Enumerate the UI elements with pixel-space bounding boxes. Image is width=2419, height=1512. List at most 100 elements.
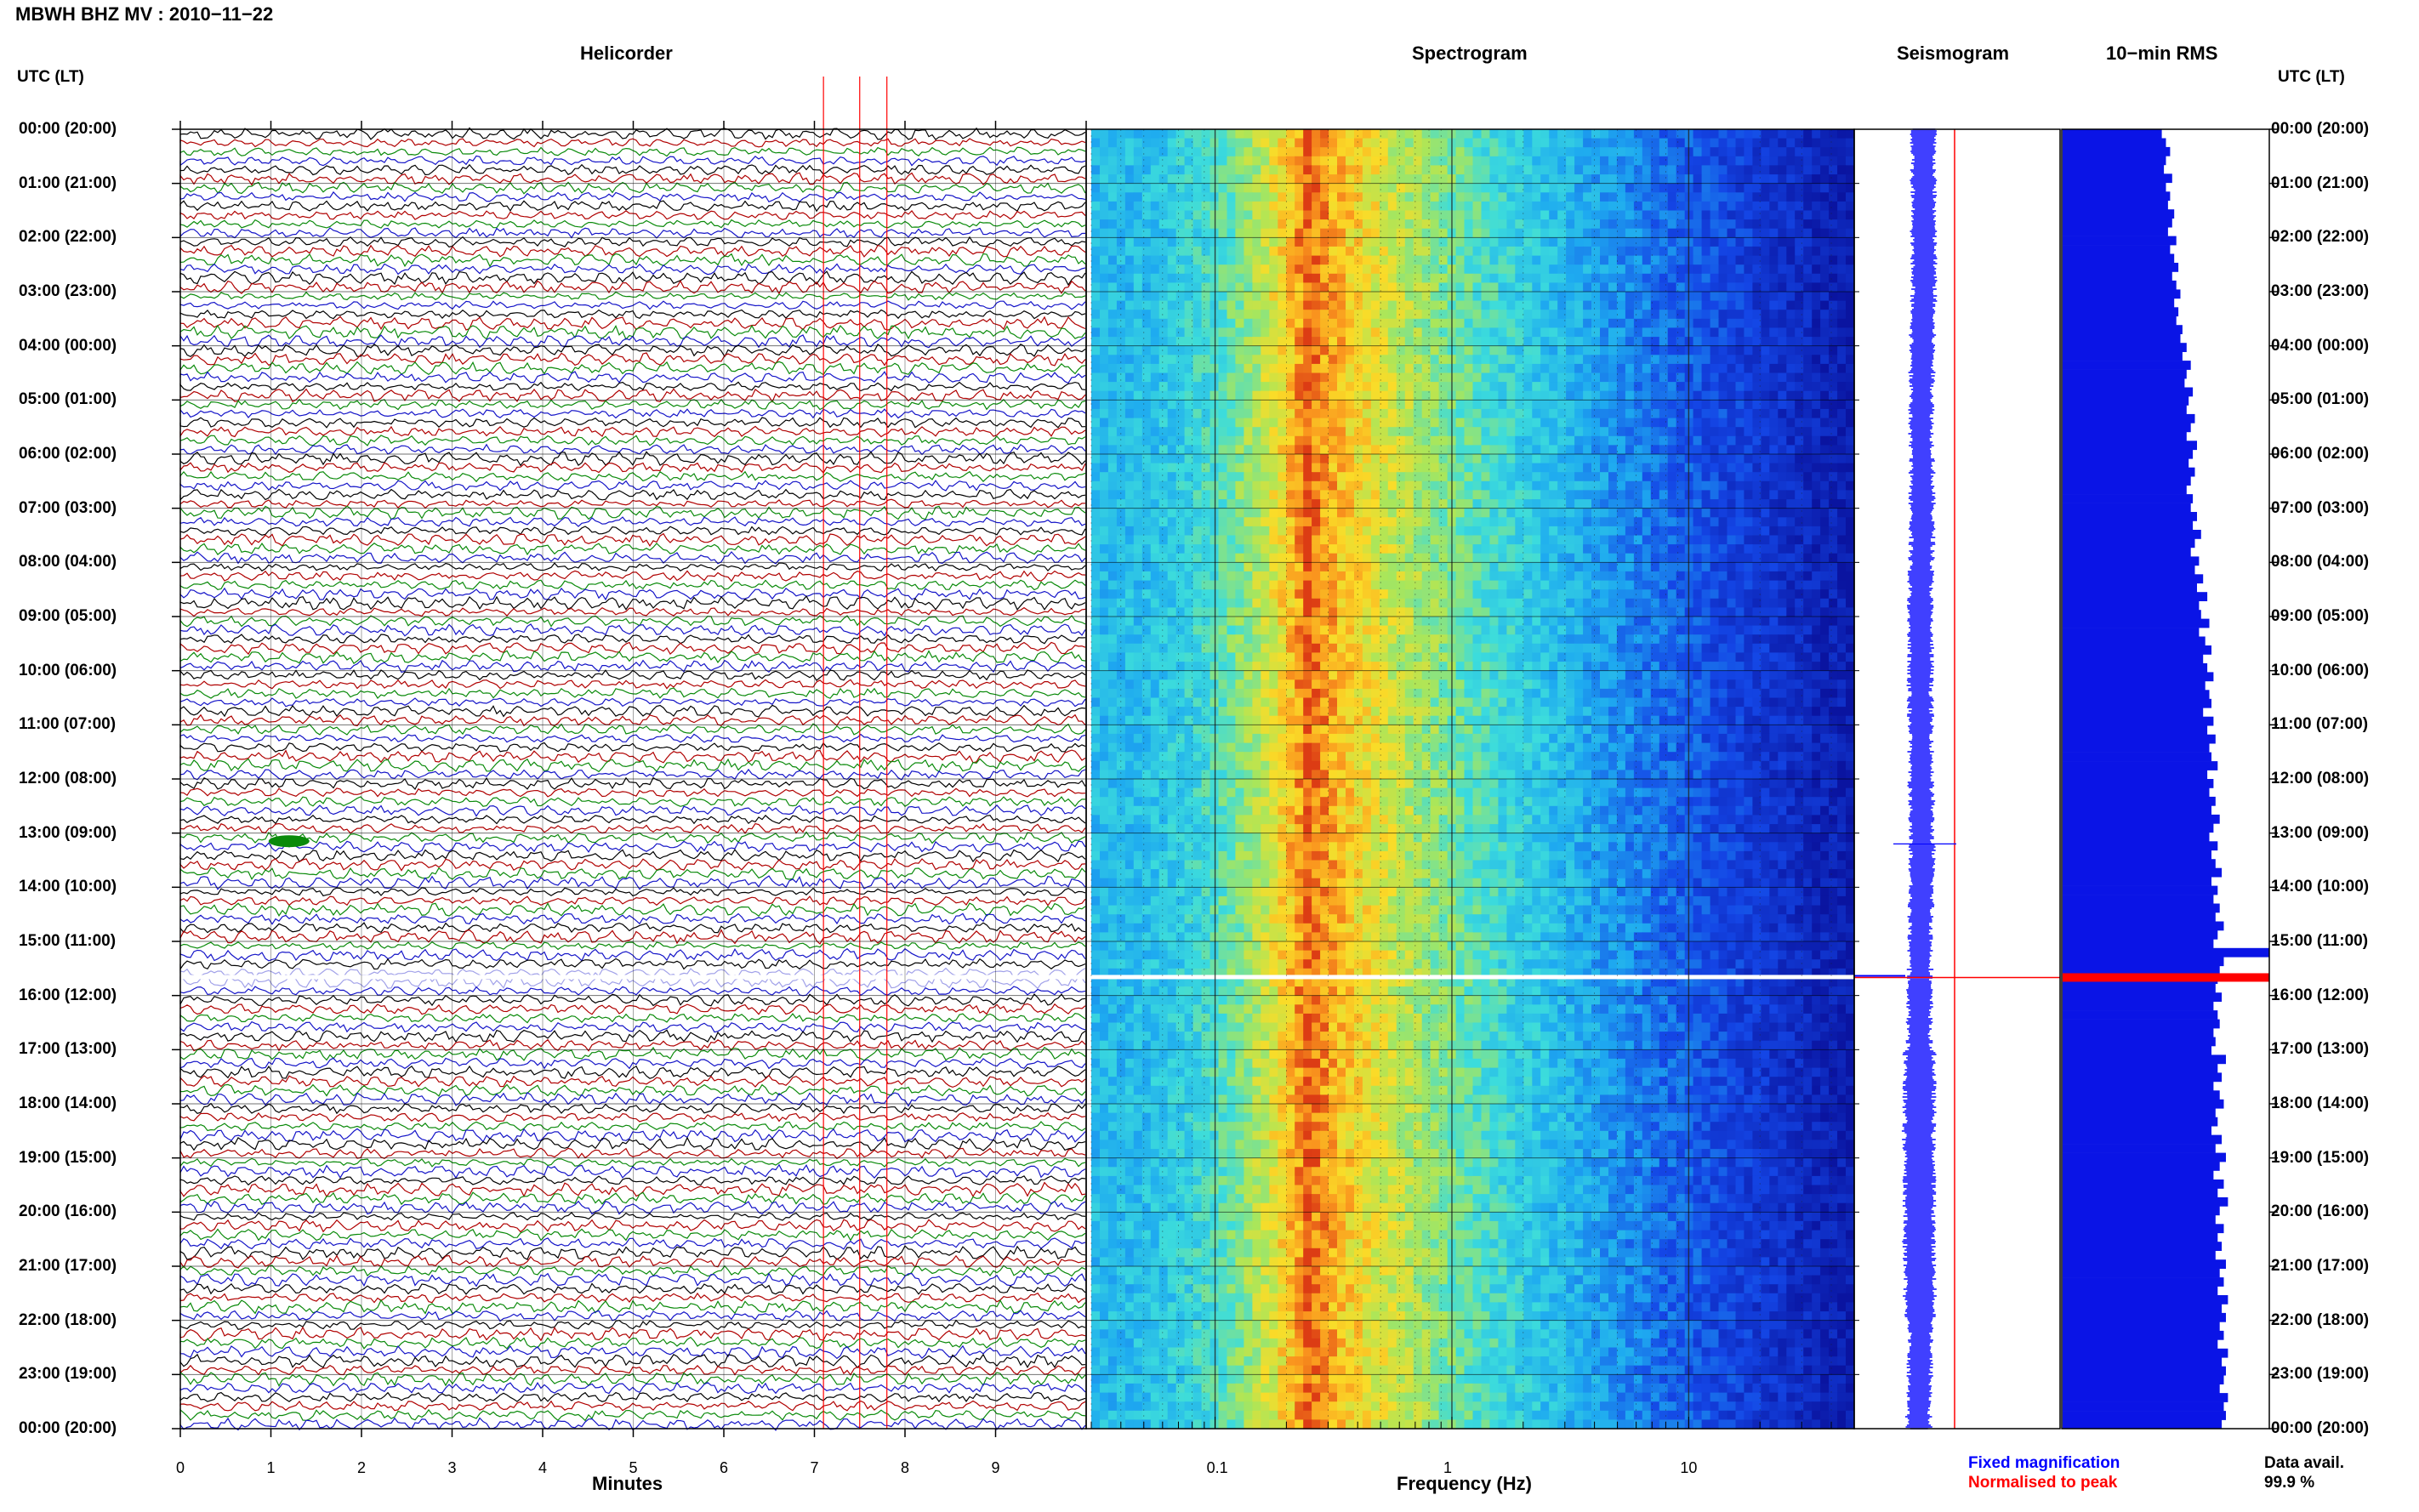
spectrogram-cell	[1261, 355, 1270, 365]
spectrogram-cell	[1150, 480, 1160, 491]
spectrogram-cell	[1786, 553, 1796, 563]
spectrogram-cell	[1727, 418, 1737, 428]
spectrogram-cell	[1396, 490, 1406, 500]
spectrogram-cell	[1354, 517, 1363, 527]
spectrogram-cell	[1464, 138, 1474, 148]
spectrogram-cell	[1744, 363, 1753, 374]
spectrogram-cell	[1625, 562, 1635, 572]
spectrogram-cell	[1693, 183, 1703, 193]
spectrogram-cell	[1227, 147, 1237, 157]
spectrogram-cell	[1252, 382, 1261, 392]
spectrogram-cell	[1278, 337, 1287, 347]
spectrogram-cell	[1515, 292, 1524, 302]
spectrogram-cell	[1549, 147, 1558, 157]
spectrogram-cell	[1710, 219, 1720, 230]
spectrogram-cell	[1515, 589, 1524, 600]
spectrogram-cell	[1303, 571, 1312, 582]
spectrogram-cell	[1244, 508, 1253, 518]
spectrogram-cell	[1227, 418, 1237, 428]
spectrogram-cell	[1337, 598, 1346, 608]
spectrogram-cell	[1244, 129, 1253, 139]
spectrogram-cell	[1591, 571, 1601, 582]
spectrogram-cell	[1218, 147, 1228, 157]
spectrogram-cell	[1600, 499, 1609, 509]
spectrogram-cell	[1566, 526, 1575, 537]
helicorder-trace	[179, 1353, 1086, 1369]
spectrogram-cell	[1540, 282, 1550, 293]
spectrogram-cell	[1303, 598, 1312, 608]
spectrogram-cell	[1116, 571, 1126, 582]
spectrogram-panel	[1090, 129, 1855, 1430]
spectrogram-cell	[1557, 553, 1567, 563]
spectrogram-cell	[1100, 382, 1109, 392]
spectrogram-cell	[1175, 165, 1186, 175]
spectrogram-cell	[1413, 463, 1423, 473]
spectrogram-cell	[1710, 562, 1720, 572]
spectrogram-cell	[1100, 246, 1109, 257]
spectrogram-cell	[1616, 201, 1626, 212]
spectrogram-cell	[1616, 246, 1626, 257]
spectrogram-cell	[1133, 210, 1143, 220]
spectrogram-cell	[1769, 292, 1779, 302]
spectrogram-cell	[1574, 463, 1584, 473]
spectrogram-cell	[1532, 499, 1541, 509]
spectrogram-cell	[1320, 337, 1329, 347]
spectrogram-cell	[1133, 435, 1143, 446]
helicorder-trace	[179, 1237, 1086, 1250]
helicorder-trace	[179, 1013, 1086, 1024]
spectrogram-cell	[1286, 183, 1295, 193]
spectrogram-cell	[1116, 192, 1126, 202]
spectrogram-cell	[1218, 445, 1228, 455]
spectrogram-cell	[1718, 282, 1728, 293]
spectrogram-cell	[1116, 535, 1126, 545]
spectrogram-cell	[1769, 355, 1779, 365]
spectrogram-cell	[1786, 571, 1796, 582]
spectrogram-cell	[1227, 292, 1237, 302]
spectrogram-cell	[1803, 418, 1813, 428]
spectrogram-cell	[1430, 210, 1440, 220]
spectrogram-cell	[1295, 535, 1304, 545]
spectrogram-cell	[1693, 138, 1703, 148]
utc-lt-left-header: UTC (LT)	[17, 68, 84, 86]
spectrogram-cell	[1481, 138, 1491, 148]
spectrogram-cell	[1566, 174, 1575, 185]
spectrogram-cell	[1218, 435, 1228, 446]
spectrogram-cell	[1303, 472, 1312, 482]
spectrogram-cell	[1600, 129, 1609, 139]
spectrogram-cell	[1608, 490, 1618, 500]
spectrogram-cell	[1124, 517, 1135, 527]
spectrogram-cell	[1591, 400, 1601, 410]
spectrogram-cell	[1379, 156, 1389, 166]
spectrogram-cell	[1329, 445, 1338, 455]
spectrogram-cell	[1261, 174, 1270, 185]
spectrogram-cell	[1124, 490, 1135, 500]
spectrogram-cell	[1515, 526, 1524, 537]
spectrogram-cell	[1837, 562, 1847, 572]
spectrogram-cell	[1201, 382, 1211, 392]
spectrogram-cell	[1523, 183, 1533, 193]
spectrogram-cell	[1184, 201, 1194, 212]
spectrogram-cell	[1210, 390, 1220, 401]
helicorder-trace	[179, 1092, 1086, 1107]
helicorder-trace	[179, 333, 1086, 349]
spectrogram-cell	[1583, 408, 1592, 419]
spectrogram-cell	[1107, 544, 1118, 554]
helicorder-trace	[179, 867, 1086, 880]
spectrogram-cell	[1633, 210, 1643, 220]
spectrogram-cell	[1616, 526, 1626, 537]
spectrogram-cell	[1346, 580, 1355, 590]
spectrogram-cell	[1269, 201, 1278, 212]
spectrogram-cell	[1795, 445, 1804, 455]
spectrogram-cell	[1650, 418, 1660, 428]
spectrogram-cell	[1218, 355, 1228, 365]
spectrogram-cell	[1116, 526, 1126, 537]
spectrogram-cell	[1812, 382, 1821, 392]
spectrogram-cell	[1659, 183, 1669, 193]
spectrogram-cell	[1278, 435, 1287, 446]
spectrogram-cell	[1184, 535, 1194, 545]
spectrogram-cell	[1175, 273, 1186, 283]
spectrogram-cell	[1735, 183, 1745, 193]
spectrogram-cell	[1100, 138, 1109, 148]
spectrogram-cell	[1829, 435, 1838, 446]
spectrogram-cell	[1769, 273, 1779, 283]
